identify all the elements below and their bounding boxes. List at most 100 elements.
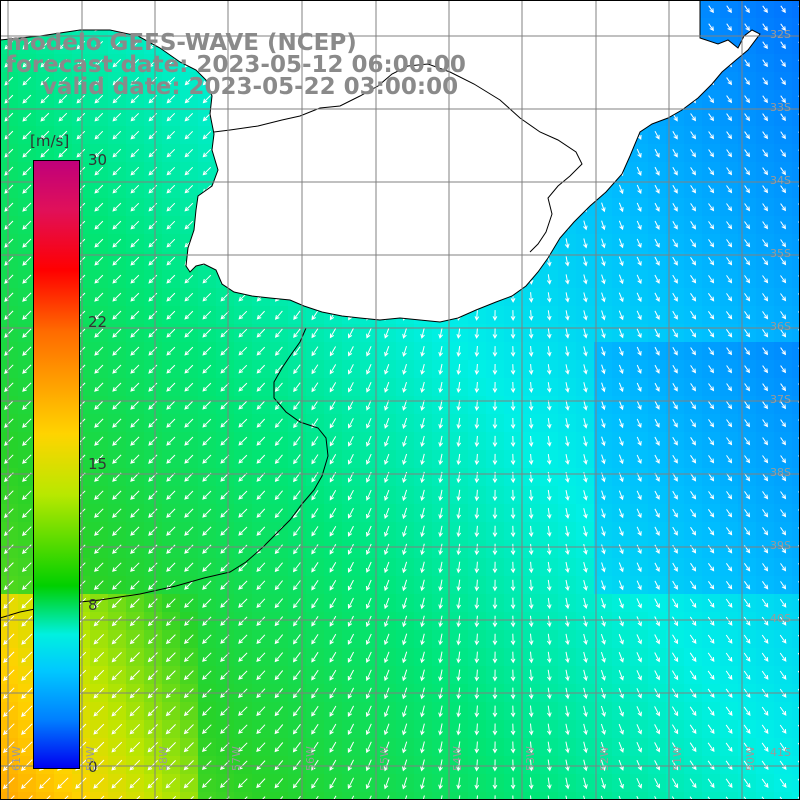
wind-speed-cell [612, 792, 631, 800]
wind-arrow [365, 777, 372, 790]
wind-arrow [565, 741, 570, 754]
wind-arrow [384, 615, 390, 628]
wind-arrow [780, 311, 787, 320]
wind-arrow [184, 148, 194, 158]
wind-arrow [21, 544, 32, 555]
wind-arrow [708, 257, 715, 266]
wind-arrow [707, 527, 715, 536]
wind-arrow [690, 365, 696, 374]
wind-arrow [183, 652, 194, 663]
wind-arrow [147, 741, 159, 753]
wind-arrow [22, 238, 32, 248]
wind-speed-cell [720, 792, 739, 800]
wind-arrow [546, 328, 552, 339]
wind-arrow [148, 364, 158, 374]
wind-arrow [456, 669, 462, 682]
wind-arrow [779, 652, 787, 662]
wind-arrow [690, 419, 696, 428]
wind-arrow [456, 363, 462, 376]
wind-speed-cell [792, 792, 800, 800]
wind-arrow [329, 741, 337, 753]
wind-arrow [238, 310, 248, 320]
wind-speed-cell [792, 648, 800, 667]
coastline-south [0, 327, 329, 619]
wind-arrow [780, 293, 787, 302]
wind-arrow [583, 633, 588, 646]
wind-arrow [600, 669, 606, 681]
wind-arrow [202, 544, 212, 554]
wind-arrow [744, 203, 750, 212]
wind-arrow [762, 221, 768, 230]
wind-arrow [384, 346, 390, 357]
wind-arrow [238, 436, 248, 446]
wind-arrow [22, 130, 32, 140]
wind-arrow [129, 723, 141, 735]
wind-arrow [129, 616, 140, 627]
wind-arrow [600, 741, 606, 753]
wind-arrow [384, 543, 390, 556]
wind-arrow [690, 310, 697, 320]
wind-arrow [76, 76, 86, 86]
wind-arrow [166, 418, 176, 428]
wind-arrow [94, 346, 104, 356]
wind-arrow [762, 257, 769, 266]
wind-speed-cell [792, 702, 800, 721]
wind-arrow [761, 581, 769, 590]
wind-arrow [780, 329, 787, 338]
wind-arrow [420, 741, 425, 754]
wind-arrow [238, 364, 248, 374]
wind-arrow [618, 328, 624, 339]
wind-arrow [347, 453, 354, 465]
wind-arrow [565, 436, 570, 447]
wind-arrow [546, 274, 552, 285]
wind-arrow [654, 742, 660, 753]
wind-arrow [130, 202, 140, 212]
wind-arrow [528, 705, 534, 718]
wind-arrow [256, 616, 266, 626]
latitude-label: 35S [770, 247, 791, 260]
wind-arrow [274, 598, 284, 609]
wind-arrow [347, 651, 355, 663]
wind-arrow [297, 795, 301, 800]
wind-arrow [618, 562, 624, 573]
wind-arrow [438, 723, 443, 736]
wind-arrow [743, 670, 751, 680]
wind-arrow [22, 346, 32, 356]
wind-arrow [147, 634, 158, 645]
wind-arrow [130, 148, 140, 158]
wind-arrow [654, 706, 660, 717]
wind-arrow [583, 705, 588, 718]
wind-arrow [565, 705, 570, 718]
wind-arrow [329, 705, 337, 717]
wind-arrow [329, 543, 337, 555]
wind-arrow [112, 418, 122, 428]
wind-arrow [600, 615, 606, 627]
wind-arrow [618, 580, 624, 591]
wind-arrow [3, 490, 14, 501]
wind-arrow [274, 310, 283, 320]
wind-arrow [329, 579, 337, 591]
wind-arrow [256, 382, 266, 392]
wind-arrow [238, 634, 248, 644]
wind-arrow [112, 526, 122, 536]
wind-arrow [726, 5, 732, 14]
wind-arrow [202, 418, 212, 428]
wind-arrow [22, 292, 32, 302]
wind-arrow [780, 113, 786, 122]
wind-arrow [293, 544, 301, 555]
wind-arrow [112, 436, 122, 446]
wind-arrow [780, 383, 787, 392]
wind-arrow [420, 777, 425, 790]
wind-arrow [689, 598, 697, 608]
wind-arrow [762, 239, 769, 248]
wind-arrow [600, 759, 606, 772]
wind-arrow [726, 239, 733, 248]
wind-arrow [528, 723, 534, 736]
wind-arrow [546, 436, 552, 447]
wind-arrow [744, 455, 751, 464]
wind-arrow [708, 95, 714, 104]
wind-arrow [130, 400, 140, 410]
wind-arrow [492, 651, 498, 664]
wind-arrow [583, 220, 588, 231]
wind-arrow [243, 796, 248, 800]
